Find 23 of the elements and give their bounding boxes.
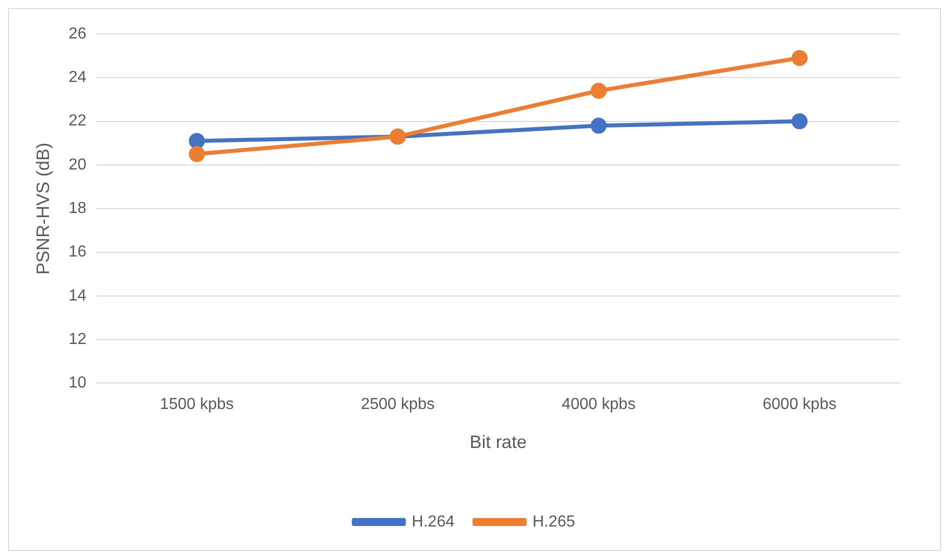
y-tick-label: 22 xyxy=(68,112,86,130)
x-tick-label: 1500 kpbs xyxy=(160,396,234,414)
point xyxy=(590,82,607,99)
x-axis-title: Bit rate xyxy=(470,432,527,452)
x-tick-label: 2500 kpbs xyxy=(360,396,435,414)
point xyxy=(188,146,205,162)
legend-label: H.265 xyxy=(532,513,576,530)
y-tick-label: 20 xyxy=(68,156,86,174)
y-tick-label: 26 xyxy=(68,25,86,42)
point xyxy=(188,132,205,149)
y-tick-label: 24 xyxy=(68,69,86,86)
y-tick-label: 10 xyxy=(68,374,86,392)
y-axis-title: PSNR-HVS (dB) xyxy=(32,142,53,275)
x-tick-label: 6000 kpbs xyxy=(762,396,836,414)
y-tick-label: 16 xyxy=(68,244,86,261)
point xyxy=(590,118,607,134)
y-tick-label: 14 xyxy=(68,287,86,304)
legend-label: H.264 xyxy=(412,513,455,530)
y-tick-label: 18 xyxy=(68,200,86,218)
point xyxy=(792,50,808,66)
point xyxy=(792,113,808,130)
y-tick-label: 12 xyxy=(68,330,86,348)
x-tick-label: 4000 kpbs xyxy=(562,396,636,414)
